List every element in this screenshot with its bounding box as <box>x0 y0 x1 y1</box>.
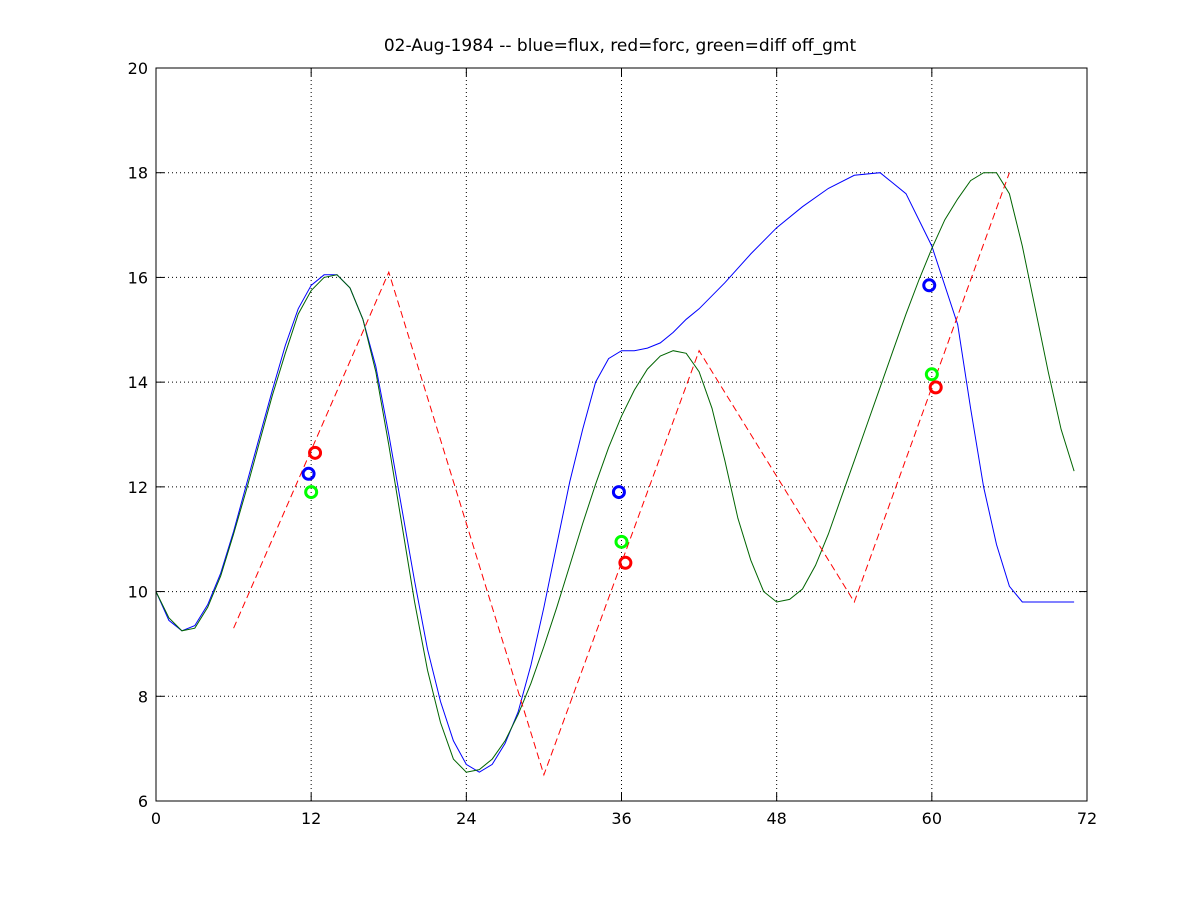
data-marker <box>922 278 937 293</box>
data-marker <box>924 367 939 382</box>
x-tick-label: 36 <box>611 809 631 828</box>
y-tick-label: 14 <box>128 373 148 392</box>
x-tick-label: 24 <box>456 809 476 828</box>
plot-frame <box>155 67 1088 802</box>
data-marker <box>618 555 633 570</box>
data-marker <box>611 485 626 500</box>
y-tick-label: 6 <box>138 792 148 811</box>
data-marker <box>928 380 943 395</box>
x-tick-label: 0 <box>151 809 161 828</box>
data-marker <box>301 466 316 481</box>
x-tick-label: 48 <box>766 809 786 828</box>
y-tick-label: 16 <box>128 268 148 287</box>
flux-line <box>155 172 1075 773</box>
y-tick-label: 12 <box>128 478 148 497</box>
marker-group <box>301 278 943 570</box>
grid <box>156 68 1087 801</box>
data-marker <box>308 445 323 460</box>
x-tick-label: 60 <box>922 809 942 828</box>
x-tick-label: 72 <box>1077 809 1097 828</box>
chart-title: 02-Aug-1984 -- blue=flux, red=forc, gree… <box>384 36 857 56</box>
series-group <box>155 172 1075 777</box>
y-tick-label: 20 <box>128 59 148 78</box>
y-tick-label: 10 <box>128 583 148 602</box>
axis-ticks: 0 12 24 36 48 60 72 6 8 10 12 14 16 18 20 <box>128 59 1098 828</box>
y-tick-label: 8 <box>138 687 148 706</box>
diff-line <box>155 172 1075 773</box>
x-tick-label: 12 <box>301 809 321 828</box>
data-marker <box>614 534 629 549</box>
y-tick-label: 18 <box>128 164 148 183</box>
data-marker <box>304 485 319 500</box>
forc-line <box>233 172 1010 777</box>
